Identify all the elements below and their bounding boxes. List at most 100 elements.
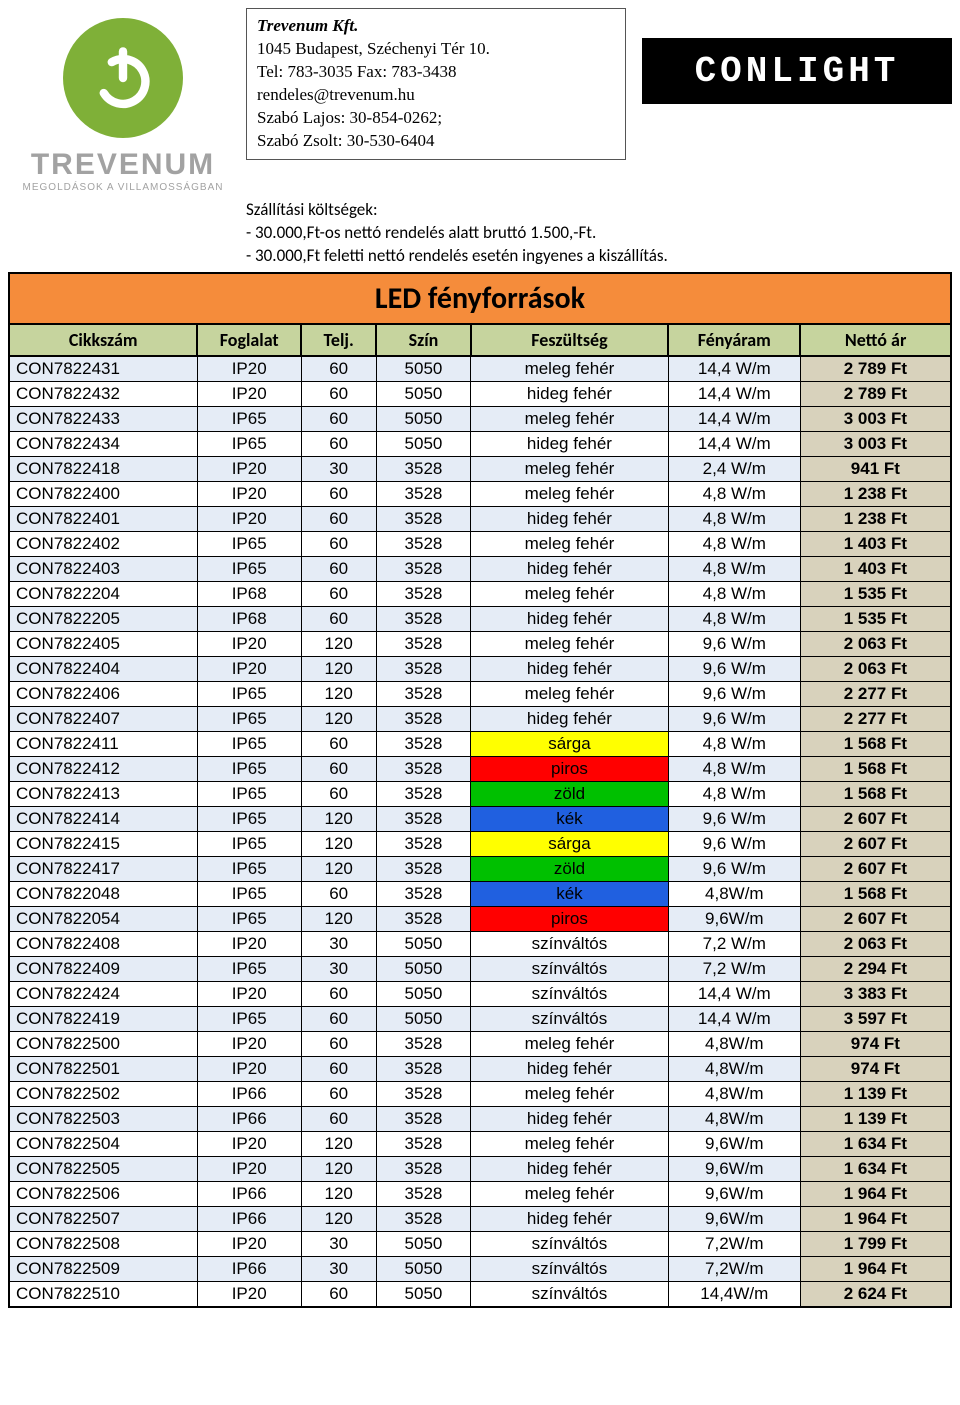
logo-tagline: MEGOLDÁSOK A VILLAMOSSÁGBAN bbox=[23, 182, 224, 193]
cell-fesz: zöld bbox=[471, 781, 669, 806]
cell-fesz: sárga bbox=[471, 831, 669, 856]
cell-ip: IP65 bbox=[197, 856, 301, 881]
cell-code: CON7822500 bbox=[9, 1031, 197, 1056]
cell-ip: IP20 bbox=[197, 481, 301, 506]
cell-price: 1 403 Ft bbox=[800, 531, 951, 556]
cell-fesz: hideg fehér bbox=[471, 506, 669, 531]
cell-feny: 9,6 W/m bbox=[668, 856, 800, 881]
cell-feny: 14,4 W/m bbox=[668, 981, 800, 1006]
company-name: Trevenum Kft. bbox=[257, 15, 615, 38]
cell-feny: 4,8W/m bbox=[668, 1031, 800, 1056]
cell-feny: 4,8W/m bbox=[668, 1106, 800, 1131]
cell-code: CON7822418 bbox=[9, 456, 197, 481]
cell-code: CON7822406 bbox=[9, 681, 197, 706]
table-row: CON7822418IP20303528meleg fehér2,4 W/m94… bbox=[9, 456, 951, 481]
cell-telj: 60 bbox=[301, 1081, 376, 1106]
cell-ip: IP68 bbox=[197, 606, 301, 631]
cell-code: CON7822409 bbox=[9, 956, 197, 981]
company-tel: Tel: 783-3035 Fax: 783-3438 bbox=[257, 61, 615, 84]
table-title-row: LED fényforrások bbox=[9, 273, 951, 324]
cell-szin: 3528 bbox=[376, 1031, 470, 1056]
table-row: CON7822048IP65603528kék4,8W/m1 568 Ft bbox=[9, 881, 951, 906]
cell-price: 1 964 Ft bbox=[800, 1181, 951, 1206]
table-row: CON7822432IP20605050hideg fehér14,4 W/m2… bbox=[9, 381, 951, 406]
cell-fesz: meleg fehér bbox=[471, 681, 669, 706]
cell-price: 2 063 Ft bbox=[800, 656, 951, 681]
cell-szin: 3528 bbox=[376, 531, 470, 556]
cell-price: 1 964 Ft bbox=[800, 1256, 951, 1281]
table-row: CON7822503IP66603528hideg fehér4,8W/m1 1… bbox=[9, 1106, 951, 1131]
table-row: CON7822054IP651203528piros9,6W/m2 607 Ft bbox=[9, 906, 951, 931]
cell-code: CON7822432 bbox=[9, 381, 197, 406]
cell-telj: 120 bbox=[301, 1206, 376, 1231]
cell-price: 1 568 Ft bbox=[800, 781, 951, 806]
cell-fesz: piros bbox=[471, 906, 669, 931]
cell-feny: 4,8 W/m bbox=[668, 481, 800, 506]
cell-fesz: kék bbox=[471, 881, 669, 906]
cell-telj: 30 bbox=[301, 1231, 376, 1256]
table-row: CON7822411IP65603528sárga4,8 W/m1 568 Ft bbox=[9, 731, 951, 756]
cell-szin: 3528 bbox=[376, 831, 470, 856]
cell-feny: 9,6W/m bbox=[668, 1206, 800, 1231]
cell-telj: 120 bbox=[301, 906, 376, 931]
table-row: CON7822414IP651203528kék9,6 W/m2 607 Ft bbox=[9, 806, 951, 831]
cell-fesz: hideg fehér bbox=[471, 431, 669, 456]
cell-price: 2 624 Ft bbox=[800, 1281, 951, 1307]
cell-telj: 120 bbox=[301, 831, 376, 856]
th-ip: Foglalat bbox=[197, 324, 301, 356]
cell-price: 1 634 Ft bbox=[800, 1131, 951, 1156]
table-row: CON7822506IP661203528meleg fehér9,6W/m1 … bbox=[9, 1181, 951, 1206]
cell-fesz: meleg fehér bbox=[471, 1031, 669, 1056]
cell-price: 1 238 Ft bbox=[800, 506, 951, 531]
cell-telj: 60 bbox=[301, 1106, 376, 1131]
cell-fesz: sárga bbox=[471, 731, 669, 756]
cell-fesz: meleg fehér bbox=[471, 456, 669, 481]
company-address: 1045 Budapest, Széchenyi Tér 10. bbox=[257, 38, 615, 61]
cell-szin: 5050 bbox=[376, 1231, 470, 1256]
cell-code: CON7822048 bbox=[9, 881, 197, 906]
cell-ip: IP65 bbox=[197, 956, 301, 981]
cell-code: CON7822403 bbox=[9, 556, 197, 581]
cell-fesz: hideg fehér bbox=[471, 381, 669, 406]
table-row: CON7822402IP65603528meleg fehér4,8 W/m1 … bbox=[9, 531, 951, 556]
cell-fesz: színváltós bbox=[471, 1231, 669, 1256]
table-row: CON7822415IP651203528sárga9,6 W/m2 607 F… bbox=[9, 831, 951, 856]
cell-telj: 120 bbox=[301, 1156, 376, 1181]
table-row: CON7822412IP65603528piros4,8 W/m1 568 Ft bbox=[9, 756, 951, 781]
table-body: CON7822431IP20605050meleg fehér14,4 W/m2… bbox=[9, 356, 951, 1307]
cell-price: 1 568 Ft bbox=[800, 731, 951, 756]
cell-szin: 3528 bbox=[376, 806, 470, 831]
cell-telj: 60 bbox=[301, 1006, 376, 1031]
cell-telj: 60 bbox=[301, 431, 376, 456]
cell-szin: 3528 bbox=[376, 1056, 470, 1081]
cell-feny: 4,8W/m bbox=[668, 1081, 800, 1106]
th-telj: Telj. bbox=[301, 324, 376, 356]
cell-fesz: hideg fehér bbox=[471, 556, 669, 581]
cell-price: 2 789 Ft bbox=[800, 356, 951, 382]
brand-logo: CONLIGHT bbox=[642, 38, 952, 104]
cell-feny: 4,8W/m bbox=[668, 881, 800, 906]
th-fesz: Feszültség bbox=[471, 324, 669, 356]
shipping-title: Szállítási költségek: bbox=[246, 199, 952, 222]
cell-szin: 5050 bbox=[376, 1256, 470, 1281]
cell-szin: 3528 bbox=[376, 856, 470, 881]
cell-ip: IP65 bbox=[197, 756, 301, 781]
cell-fesz: hideg fehér bbox=[471, 1206, 669, 1231]
cell-ip: IP65 bbox=[197, 806, 301, 831]
cell-szin: 3528 bbox=[376, 506, 470, 531]
cell-code: CON7822400 bbox=[9, 481, 197, 506]
cell-price: 1 568 Ft bbox=[800, 881, 951, 906]
cell-feny: 4,8 W/m bbox=[668, 556, 800, 581]
cell-szin: 3528 bbox=[376, 906, 470, 931]
table-row: CON7822409IP65305050színváltós7,2 W/m2 2… bbox=[9, 956, 951, 981]
cell-fesz: meleg fehér bbox=[471, 581, 669, 606]
cell-code: CON7822408 bbox=[9, 931, 197, 956]
cell-feny: 4,8 W/m bbox=[668, 731, 800, 756]
cell-ip: IP65 bbox=[197, 831, 301, 856]
table-row: CON7822431IP20605050meleg fehér14,4 W/m2… bbox=[9, 356, 951, 382]
cell-telj: 60 bbox=[301, 1031, 376, 1056]
table-row: CON7822413IP65603528zöld4,8 W/m1 568 Ft bbox=[9, 781, 951, 806]
cell-ip: IP65 bbox=[197, 881, 301, 906]
th-szin: Szín bbox=[376, 324, 470, 356]
cell-code: CON7822412 bbox=[9, 756, 197, 781]
